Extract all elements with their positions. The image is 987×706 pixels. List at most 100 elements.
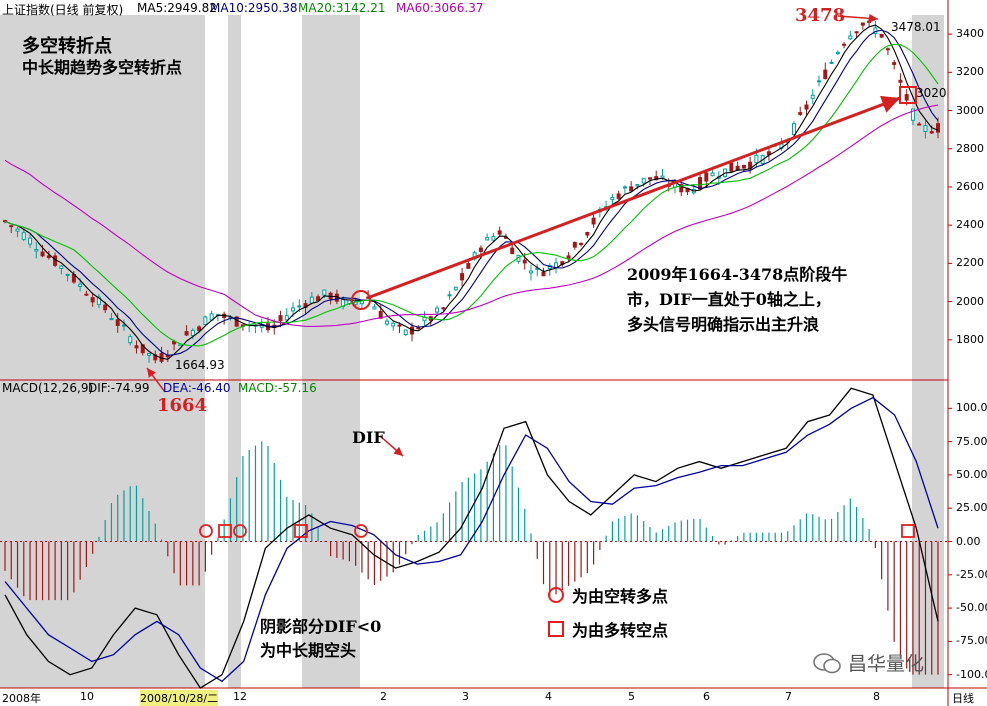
candle-body — [510, 247, 515, 255]
candle-body — [59, 265, 64, 270]
candle-body — [391, 322, 396, 327]
ma10-line — [4, 29, 939, 356]
ma5-line — [4, 24, 939, 360]
candle-body — [798, 112, 803, 115]
candle-body — [84, 293, 89, 296]
price-tick: 2400 — [956, 218, 984, 232]
dif-negative-shading — [0, 15, 944, 688]
macd-tick: 0.00 — [956, 534, 981, 548]
square-marker-icon — [548, 621, 564, 637]
price-tick: 2800 — [956, 141, 984, 155]
candle-body — [804, 104, 809, 110]
candle-body — [284, 315, 289, 321]
candle-body — [234, 316, 239, 327]
candle-body — [21, 232, 26, 240]
x-tick-label: 2008/10/28/二 — [140, 690, 219, 706]
candle-body — [729, 162, 734, 172]
candle-body — [453, 286, 458, 291]
macd-tick: -75.00 — [956, 634, 987, 648]
candle-body — [854, 31, 859, 34]
x-tick-label: 3 — [462, 690, 469, 703]
price-tick: 2200 — [956, 256, 984, 270]
macd-tick: -100.0 — [956, 667, 987, 681]
candle-body — [616, 193, 621, 199]
candle-body — [397, 324, 402, 327]
macd-value: MACD:-57.16 — [238, 381, 317, 395]
peak-arrow — [837, 13, 879, 23]
x-tick-label: 2008年 — [2, 692, 41, 705]
x-tick-label: 8 — [873, 690, 880, 703]
candle-body — [115, 319, 120, 326]
chart-title: 上证指数(日线 前复权) — [2, 3, 124, 17]
candle-body — [528, 270, 533, 274]
note-line3: 多头信号明确指示出主升浪 — [627, 315, 820, 334]
title-sub: 中长期趋势多空转折点 — [22, 58, 183, 77]
macd-histogram — [4, 441, 939, 675]
candle-body — [829, 61, 834, 64]
candle-body — [497, 230, 502, 235]
candle-body — [40, 251, 45, 257]
ma10-value: MA10:2950.38 — [210, 1, 298, 15]
macd-bull-circle — [199, 524, 213, 538]
shade-note2: 为中长期空头 — [260, 641, 357, 660]
candle-body — [147, 353, 152, 356]
macd-tick: 100.00 — [956, 401, 987, 415]
candle-body — [297, 305, 302, 308]
candle-body — [109, 318, 114, 321]
watermark: 昌华量化 — [812, 649, 924, 676]
candle-body — [848, 35, 853, 40]
candle-body — [309, 296, 314, 304]
candle-body — [384, 320, 389, 325]
candle-body — [936, 123, 940, 133]
macd-tick: -50.00 — [956, 601, 987, 615]
x-tick-label: 4 — [545, 690, 552, 703]
price-tick: 3000 — [956, 103, 984, 117]
candle-body — [754, 154, 759, 164]
circle-marker-icon — [548, 587, 564, 603]
x-tick-label: 5 — [628, 690, 635, 703]
shade-region-4 — [912, 15, 944, 688]
candle-body — [835, 51, 840, 55]
price-tick: 2000 — [956, 294, 984, 308]
candle-body — [197, 326, 202, 331]
note-line1: 2009年1664-3478点阶段牛 — [627, 265, 848, 284]
candle-body — [610, 196, 615, 201]
macd-bear-square — [294, 524, 308, 538]
note-line2: 市，DIF一直处于0轴之上， — [627, 290, 831, 309]
dif-arrow — [379, 435, 404, 457]
candle-body — [372, 306, 377, 310]
ma60-line — [4, 104, 939, 327]
candle-body — [441, 307, 446, 310]
candle-body — [291, 307, 296, 312]
candle-body — [128, 336, 133, 344]
candle-body — [635, 184, 640, 187]
ma20-value: MA20:3142.21 — [298, 1, 386, 15]
x-tick-label: 7 — [785, 690, 792, 703]
annotation-arrows — [146, 13, 901, 457]
low-tag: 1664 — [157, 395, 208, 416]
macd-bull-circle — [354, 524, 368, 538]
candle-body — [541, 271, 546, 277]
bull-signal-circle — [351, 290, 371, 310]
price-tick: 2600 — [956, 179, 984, 193]
candle-body — [435, 307, 440, 313]
candle-body — [416, 327, 421, 330]
candle-body — [879, 33, 884, 38]
price-tick: 3200 — [956, 65, 984, 79]
watermark-text: 昌华量化 — [848, 653, 925, 675]
peak-value: 3478.01 — [891, 20, 941, 34]
candle-body — [522, 259, 527, 264]
candle-body — [660, 175, 665, 179]
candle-body — [566, 255, 571, 259]
ma20-line — [4, 43, 939, 347]
candle-body — [892, 62, 897, 65]
candle-body — [591, 217, 596, 225]
candle-body — [485, 237, 490, 241]
candle-body — [65, 273, 70, 276]
candle-body — [810, 94, 815, 99]
candle-body — [654, 176, 659, 181]
x-tick-label: 10 — [80, 690, 94, 703]
shade-region-1 — [0, 15, 205, 688]
candle-body — [823, 69, 828, 80]
